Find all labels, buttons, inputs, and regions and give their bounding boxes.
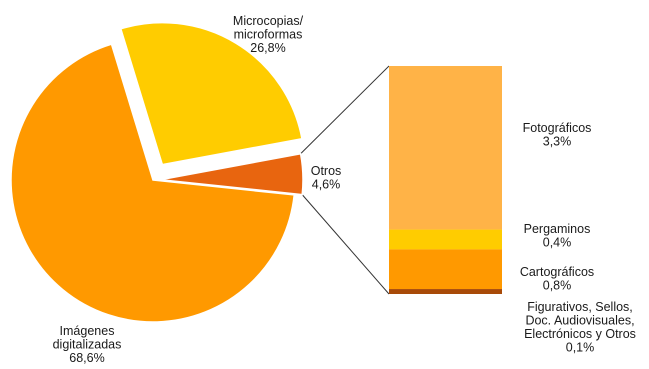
bar-label-cartograficos: Cartográficos 0,8% <box>520 265 594 293</box>
bar-segment-cartograficos <box>389 249 502 290</box>
pie-slice-microcopias <box>119 21 303 166</box>
pie-slice-otros <box>160 152 304 196</box>
connector-line-top <box>300 65 390 155</box>
bar-label-fotograficos: Fotográficos 3,3% <box>523 121 592 149</box>
stacked-bar-chart <box>389 66 502 294</box>
bar-segment-fotograficos <box>389 66 502 230</box>
connector-line-bottom <box>301 194 390 295</box>
data-labels: Microcopias/microformas 26,8% Otros 4,6% Imá… <box>53 14 636 365</box>
pie-slice-imagenes <box>10 43 296 323</box>
bar-label-pergaminos: Pergaminos 0,4% <box>524 222 591 250</box>
bar-segment-figurativos-sellos <box>389 289 502 294</box>
bar-label-figurativos-sellos: Figurativos, Sellos, Doc. Audiovisuales, E… <box>524 300 636 355</box>
pie-label-imagenes: Imágenes digitalizadas 68,6% <box>53 324 122 365</box>
pie-label-otros: Otros 4,6% <box>311 164 342 192</box>
bar-segment-pergaminos <box>389 229 502 250</box>
connector-lines <box>300 65 390 295</box>
pie-label-microcopias: Microcopias/microformas 26,8% <box>233 14 304 55</box>
pie-chart <box>10 21 304 323</box>
